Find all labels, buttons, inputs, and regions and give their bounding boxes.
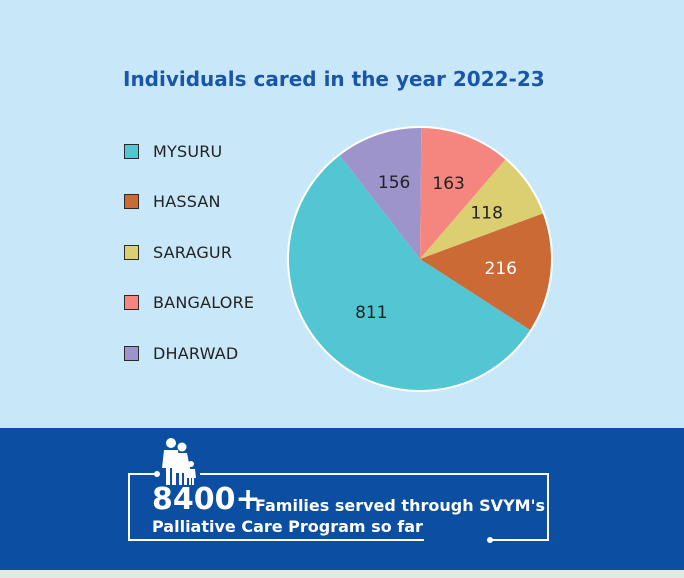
pie-slice-hassan — [420, 213, 551, 330]
banner-text-line1: Families served through SVYM's — [255, 496, 545, 515]
pie-label-saragur: 118 — [470, 204, 502, 224]
pie-slice-dharwad — [339, 127, 422, 259]
legend-swatch-dharwad — [124, 346, 139, 361]
legend-label-dharwad: DHARWAD — [153, 344, 239, 363]
legend-swatch-mysuru — [124, 144, 139, 159]
pie-slices — [288, 127, 551, 391]
frame-dot-left — [154, 471, 160, 477]
pie-slice-saragur — [420, 159, 543, 259]
pie-label-bangalore: 163 — [432, 174, 464, 194]
bottom-strip — [0, 570, 684, 578]
legend-label-bangalore: BANGALORE — [153, 293, 255, 312]
pie-label-hassan: 216 — [485, 259, 517, 279]
legend-swatch-bangalore — [124, 295, 139, 310]
pie-slice-bangalore — [420, 128, 506, 259]
frame-line-right — [200, 473, 549, 541]
family-icon — [162, 438, 196, 485]
pie-labels: 811 156 163 118 216 — [355, 173, 517, 323]
legend-label-saragur: SARAGUR — [153, 243, 233, 262]
legend-swatch-hassan — [124, 194, 139, 209]
pie-label-mysuru: 811 — [355, 303, 387, 323]
families-count: 8400+ — [152, 482, 261, 517]
banner-text-line2: Palliative Care Program so far — [152, 517, 423, 536]
pie-chart: 811 156 163 118 216 — [287, 126, 553, 392]
banner — [0, 428, 684, 570]
legend-label-mysuru: MYSURU — [153, 142, 223, 161]
pie-slice-mysuru — [288, 155, 531, 391]
chart-title: Individuals cared in the year 2022-23 — [123, 67, 545, 91]
legend-label-hassan: HASSAN — [153, 192, 221, 211]
frame-dot-right — [487, 537, 493, 543]
pie-label-dharwad: 156 — [378, 173, 410, 193]
frame-line-left — [128, 473, 424, 541]
legend-swatch-saragur — [124, 245, 139, 260]
banner-frame — [128, 438, 549, 543]
